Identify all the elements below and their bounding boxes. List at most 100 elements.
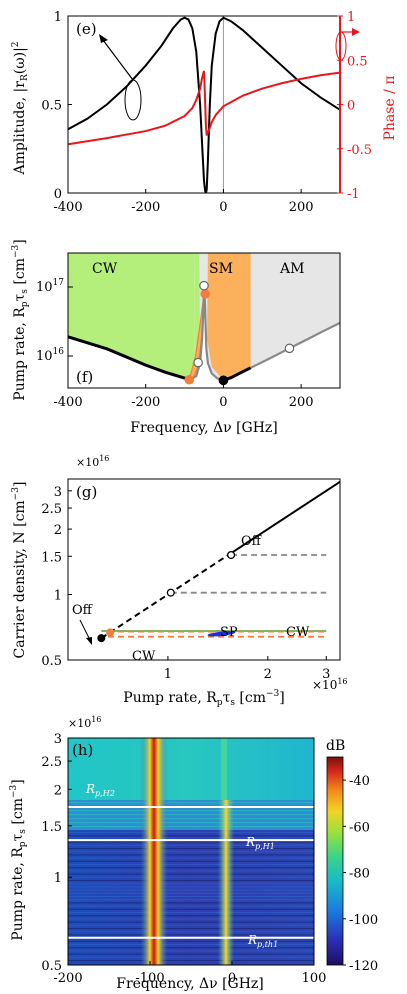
heatmap-stripe <box>68 873 314 875</box>
panel-h-y-ticks: 3 2.5 2 1.5 1 0.5 <box>41 732 72 974</box>
panel-e-x-ticks: -400 -200 0 200 <box>53 189 314 215</box>
heatmap-stripe <box>68 908 314 910</box>
panel-g-ytick-label: 2.5 <box>41 502 62 517</box>
heatmap-stripe <box>68 956 314 958</box>
panel-g-marker <box>97 634 106 643</box>
panel-e: (e) -400 -200 0 200 00.51 -1-0.500.51 Ampli… <box>11 10 398 215</box>
panel-h-ytick-label: 1 <box>54 871 62 886</box>
region-label-am: AM <box>279 261 304 277</box>
panel-g-x-ticks: 1 2 3 <box>164 656 330 682</box>
panel-h-tag: (h) <box>72 741 93 759</box>
colorbar-tick-label: -40 <box>349 774 370 789</box>
series-amplitude <box>68 16 340 193</box>
heatmap-stripe <box>68 960 314 961</box>
heatmap-stripe <box>68 864 314 865</box>
panel-e-ytick-right-label: -1 <box>347 187 360 202</box>
panel-e-xtick-label: -200 <box>131 200 160 215</box>
panel-f-marker <box>218 375 229 386</box>
heatmap-stripe <box>68 826 314 828</box>
panel-h-ytick-label: 2.5 <box>41 755 62 770</box>
heatmap-stripe <box>68 870 314 872</box>
panel-e-ytick-right-label: 0 <box>347 99 355 114</box>
panel-f-tag: (f) <box>76 368 93 386</box>
panel-g-off-top-label: Off <box>241 534 263 549</box>
panel-g-tag: (g) <box>76 483 97 501</box>
heatmap-stripe <box>68 844 314 846</box>
heatmap-stripe <box>68 931 314 933</box>
panel-g-off-arrow-head <box>86 637 92 645</box>
panel-f-marker <box>184 374 195 385</box>
panel-g-off-left-label: Off <box>72 603 94 618</box>
panel-g-marker <box>106 628 115 637</box>
panel-f-xtick-label: 0 <box>219 395 227 410</box>
heatmap-stripe <box>68 924 314 926</box>
heatmap-stripe <box>68 822 314 824</box>
heatmap-stripe <box>68 940 314 942</box>
panel-g-marker <box>227 550 236 560</box>
heatmap-stripe <box>68 867 314 869</box>
heatmap-stripe <box>68 947 314 949</box>
panel-g-y-label: Carrier density, N [cm−3] <box>11 482 28 659</box>
panel-g-sp-label: SP <box>220 625 238 640</box>
heatmap-stripe <box>68 921 314 923</box>
heatmap-stripe <box>68 905 314 907</box>
heatmap-stripe <box>68 841 314 843</box>
heatmap <box>68 738 314 965</box>
panel-g-ytick-label: 2 <box>54 523 62 538</box>
heatmap-ridge-top <box>221 738 227 800</box>
panel-f-xtick-label: -400 <box>53 395 82 410</box>
panel-g-y-exponent: ×1016 <box>76 454 109 469</box>
heatmap-stripe <box>68 851 314 853</box>
panel-f-marker <box>200 289 210 299</box>
panel-f-y-label: Pump rate, Rpτs [cm−3] <box>11 239 30 400</box>
panel-f-xtick-label: 200 <box>289 395 314 410</box>
heatmap-stripe <box>68 832 314 833</box>
heatmap-stripe <box>68 928 314 929</box>
panel-f-plot <box>68 253 340 388</box>
panel-e-tag: (e) <box>76 20 97 38</box>
heatmap-stripe <box>68 835 314 837</box>
panel-g-cw-right-label: CW <box>286 625 310 640</box>
panel-g-marker <box>166 588 175 597</box>
panel-g-plot <box>97 480 340 643</box>
heatmap-white-lines <box>68 806 314 939</box>
heatmap-stripe <box>68 902 314 904</box>
panel-f-x-ticks: -400 -200 0 200 <box>53 384 314 410</box>
panel-g-y-ticks: 0.5 1 1.5 2 2.5 3 <box>41 485 72 669</box>
panel-h-ytick-label: 0.5 <box>41 959 62 974</box>
heatmap-stripe <box>68 814 314 816</box>
heatmap-stripe <box>68 934 314 936</box>
heatmap-stripe <box>68 889 314 891</box>
heatmap-top-region <box>68 738 314 800</box>
panel-g-off-arrow <box>79 619 91 641</box>
panel-h-y-label: Pump rate, Rpτs [cm−3] <box>9 779 28 940</box>
panel-e-xtick-label: 200 <box>289 200 314 215</box>
panel-h-ytick-label: 3 <box>54 732 62 747</box>
panel-e-ytick-right-label: 0.5 <box>347 54 368 69</box>
panel-g: ×1016 (g) 0.5 1 1.5 2 2.5 3 1 2 3 ×1016 Off Off… <box>11 454 348 708</box>
heatmap-stripe <box>68 953 314 955</box>
panel-h-ytick-label: 2 <box>54 783 62 798</box>
panel-g-x-exponent: ×1016 <box>312 677 348 692</box>
panel-f: (f) CW SM AM -400 -200 0 200 1016 1017 Pump… <box>11 239 341 436</box>
panel-e-y-label: Amplitude, |rR(ω)|2 <box>11 41 30 175</box>
panel-f-marker <box>199 280 209 291</box>
panel-e-y-right-label: Phase / π <box>382 75 398 140</box>
colorbar-tick-label: -80 <box>349 867 370 882</box>
panel-g-frame <box>67 478 341 661</box>
heatmap-stripe <box>68 802 314 804</box>
heatmap-stripe <box>68 883 314 885</box>
heatmap-stripe <box>68 886 314 888</box>
panel-e-ytick-label: 0.5 <box>41 99 62 114</box>
panel-g-ytick-label: 1.5 <box>41 550 62 565</box>
heatmap-stripe <box>68 818 314 820</box>
heatmap-stripe <box>68 880 314 881</box>
panel-g-x-label: Pump rate, Rpτs [cm−3] <box>123 689 284 708</box>
panel-h-x-ticks: -200 -100 0 100 <box>53 961 326 986</box>
panel-f-frame <box>67 252 341 389</box>
label-rp-h1: Rp,H1 <box>245 835 275 851</box>
region-label-cw: CW <box>92 261 118 277</box>
label-rp-th1: Rp,th1 <box>247 933 278 949</box>
region-label-sm: SM <box>209 261 233 277</box>
